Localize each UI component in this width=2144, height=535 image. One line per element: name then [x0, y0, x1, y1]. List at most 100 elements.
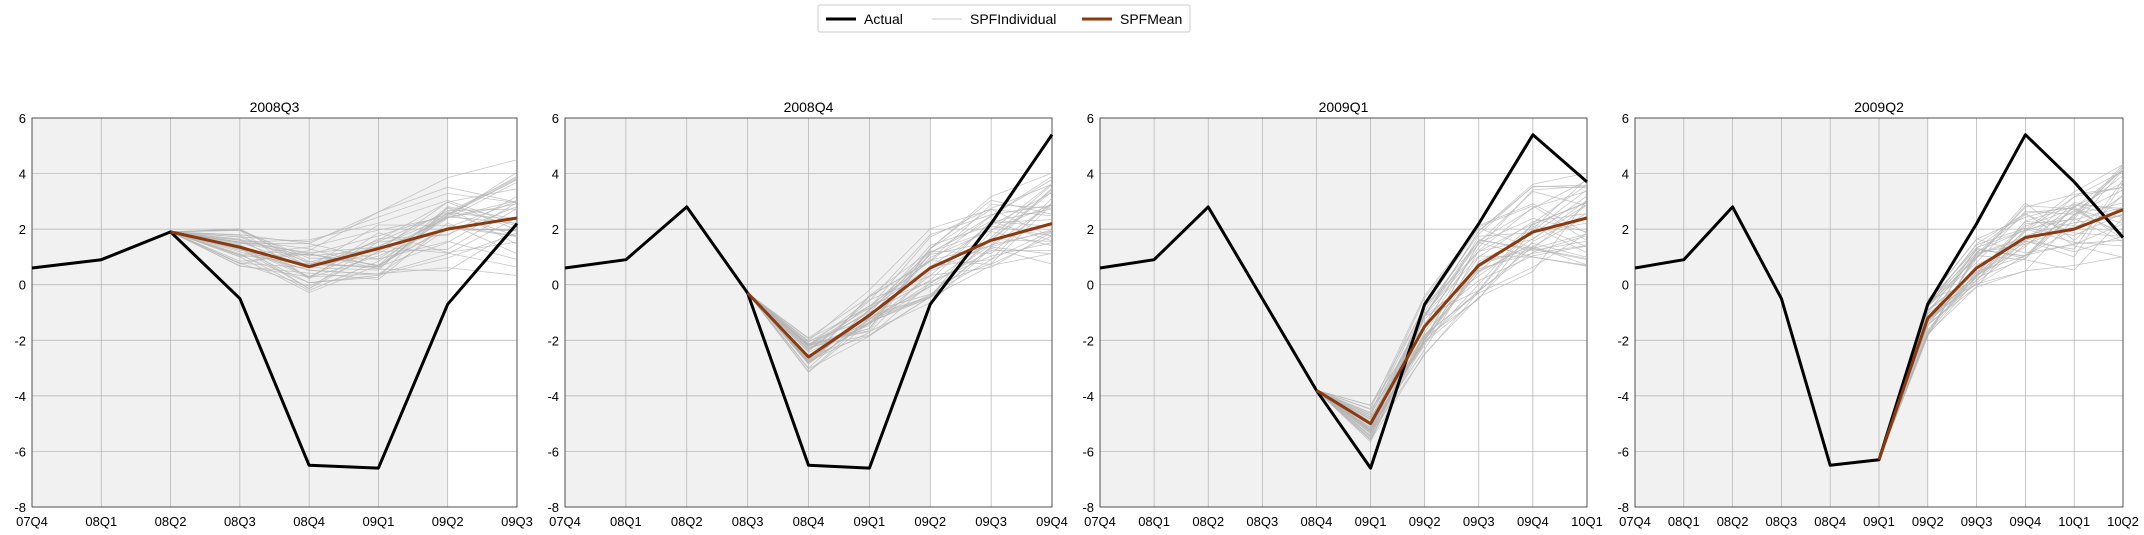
- y-tick-label: 6: [1622, 111, 1629, 126]
- x-tick-label: 09Q3: [975, 514, 1007, 529]
- x-tick-label: 09Q4: [1036, 514, 1068, 529]
- x-tick-label: 07Q4: [1619, 514, 1651, 529]
- y-tick-label: 6: [19, 111, 26, 126]
- x-tick-label: 09Q3: [501, 514, 533, 529]
- legend-frame: [817, 4, 1191, 33]
- spf-individual-line: [747, 192, 1053, 369]
- panels: -8 -6 -4 -2 0 2 4 6 07Q4 08Q1 08Q2 08Q3 08Q4 09Q1 09Q2…: [14, 99, 2138, 529]
- spf-individual-line: [170, 212, 518, 268]
- y-tick-label: 6: [552, 111, 559, 126]
- spf-individual-line: [170, 203, 518, 268]
- spf-individual-line: [1878, 217, 2124, 460]
- x-tick-label: 10Q1: [2058, 514, 2090, 529]
- x-tick-label: 10Q1: [1571, 514, 1603, 529]
- plot-frame: [1099, 117, 1588, 508]
- spf-individual-line: [170, 217, 518, 275]
- x-tick-label: 08Q1: [1138, 514, 1170, 529]
- y-tick-label: -4: [14, 389, 26, 404]
- spf-individual-line: [747, 231, 1053, 353]
- spf-individual-line: [747, 204, 1053, 352]
- spf-individual-line: [1316, 239, 1588, 406]
- x-tick-label: 08Q4: [1814, 514, 1846, 529]
- y-tick-label: 0: [1087, 278, 1094, 293]
- spf-mean-line: [1877, 208, 2124, 461]
- spf-individual-line: [1316, 199, 1588, 441]
- spf-individual-line: [1878, 235, 2124, 460]
- y-tick-label: -8: [1082, 500, 1094, 515]
- spf-individual-line: [1316, 233, 1588, 410]
- x-tick-label: 09Q3: [1463, 514, 1495, 529]
- y-tick-label: -2: [14, 333, 26, 348]
- spf-individual-line: [747, 250, 1053, 364]
- y-tick-label: -6: [547, 444, 559, 459]
- x-tick-label: 08Q1: [1668, 514, 1700, 529]
- spf-individual-line: [747, 183, 1053, 340]
- y-tick-label: -4: [1082, 389, 1094, 404]
- y-tick-label: -6: [1082, 444, 1094, 459]
- x-tick-label: 08Q1: [610, 514, 642, 529]
- spf-individual-line: [747, 204, 1053, 339]
- spf-individual-line: [1316, 213, 1588, 439]
- x-tick-label: 08Q4: [793, 514, 825, 529]
- x-tick-label: 08Q3: [732, 514, 764, 529]
- spf-individual-line: [1316, 191, 1588, 420]
- x-tick-label: 09Q2: [1912, 514, 1944, 529]
- spf-individual-line: [1316, 195, 1588, 430]
- panel-1: -8 -6 -4 -2 0 2 4 6 07Q4 08Q1 08Q2 08Q3 08Q4 09Q1 09Q2…: [14, 99, 532, 529]
- legend-label-spf-mean: SPFMean: [1120, 11, 1182, 27]
- y-tick-label: 0: [1622, 278, 1629, 293]
- spf-individual-line: [170, 159, 518, 245]
- x-tick-label: 08Q4: [293, 514, 325, 529]
- legend-label-spf-individual: SPFIndividual: [970, 11, 1056, 27]
- actual-line: [31, 222, 519, 470]
- spf-individual-line: [1878, 195, 2124, 460]
- spf-individual-line: [1316, 203, 1588, 410]
- y-tick-label: 2: [19, 222, 26, 237]
- spf-individual-line: [170, 201, 518, 257]
- y-tick-label: -6: [1617, 444, 1629, 459]
- y-tick-label: -6: [14, 444, 26, 459]
- x-tick-label: 10Q2: [2107, 514, 2139, 529]
- x-tick-label: 09Q4: [2009, 514, 2041, 529]
- x-tick-label: 09Q2: [1409, 514, 1441, 529]
- actual-line: [1099, 133, 1588, 470]
- y-tick-label: 4: [552, 167, 559, 182]
- x-tick-label: 08Q3: [1246, 514, 1278, 529]
- x-tick-label: 09Q2: [432, 514, 464, 529]
- spf-mean-line: [1315, 216, 1588, 426]
- y-tick-label: 4: [19, 167, 26, 182]
- spf-individual-line: [170, 171, 518, 256]
- x-tick-label: 08Q2: [671, 514, 703, 529]
- spf-individual-line: [170, 231, 518, 260]
- spf-individual-line: [1878, 179, 2124, 460]
- y-tick-label: -8: [1617, 500, 1629, 515]
- panel-2: -8 -6 -4 -2 0 2 4 6 07Q4 08Q1 08Q2 08Q3 08Q4 09Q1 09Q2…: [547, 99, 1067, 529]
- panel-3: -8 -6 -4 -2 0 2 4 6 07Q4 08Q1 08Q2 08Q3 08Q4 09Q1 09Q2…: [1082, 99, 1602, 529]
- x-tick-label: 07Q4: [1084, 514, 1116, 529]
- x-tick-label: 08Q1: [85, 514, 117, 529]
- x-tick-label: 09Q1: [363, 514, 395, 529]
- x-tick-label: 08Q2: [1192, 514, 1224, 529]
- x-tick-label: 09Q1: [1355, 514, 1387, 529]
- y-tick-label: -2: [1082, 333, 1094, 348]
- plot-frame: [1634, 117, 2124, 508]
- x-tick-label: 09Q1: [1863, 514, 1895, 529]
- panel-title: 2009Q1: [1319, 99, 1369, 115]
- x-tick-label: 08Q3: [224, 514, 256, 529]
- y-tick-label: -8: [547, 500, 559, 515]
- y-tick-label: -4: [1617, 389, 1629, 404]
- y-tick-label: -2: [547, 333, 559, 348]
- spf-individual-line: [747, 253, 1053, 373]
- y-tick-label: 2: [1622, 222, 1629, 237]
- x-tick-label: 08Q2: [155, 514, 187, 529]
- x-tick-label: 07Q4: [549, 514, 581, 529]
- spf-individual-line: [747, 183, 1053, 346]
- x-tick-label: 07Q4: [16, 514, 48, 529]
- y-tick-label: -2: [1617, 333, 1629, 348]
- y-tick-label: 4: [1622, 167, 1629, 182]
- spf-individual-line: [170, 192, 518, 243]
- x-tick-label: 09Q2: [914, 514, 946, 529]
- panel-title: 2009Q2: [1854, 99, 1904, 115]
- panel-4: -8 -6 -4 -2 0 2 4 6 07Q4 08Q1 08Q2 08Q3 08Q4 09Q1 09Q2…: [1617, 99, 2138, 529]
